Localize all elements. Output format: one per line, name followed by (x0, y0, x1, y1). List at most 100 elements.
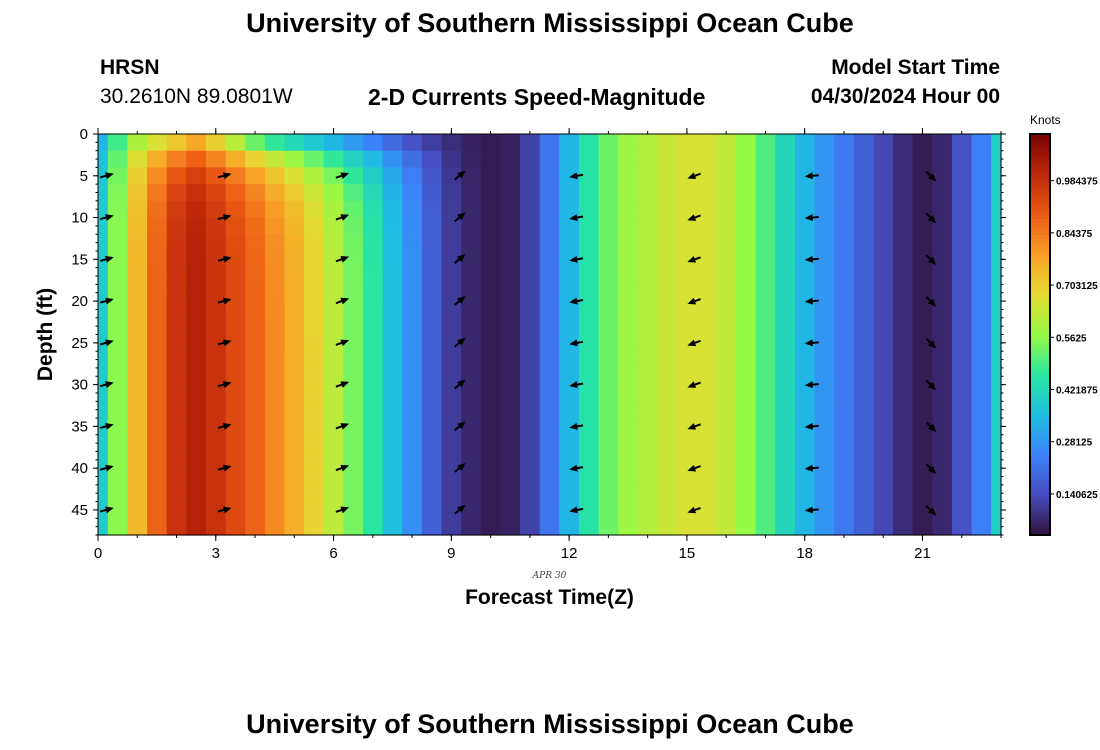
heatmap-cell (107, 217, 129, 235)
heatmap-cell (245, 250, 266, 269)
heatmap-cell (637, 317, 659, 336)
current-vector (217, 214, 232, 221)
heatmap-cell (912, 384, 933, 402)
heatmap-cell (991, 451, 1002, 469)
heatmap-cell (147, 418, 168, 436)
heatmap-cell (834, 501, 855, 519)
heatmap-cell (755, 167, 776, 185)
heatmap-cell (225, 234, 246, 252)
chart-subtitle: 2-D Currents Speed-Magnitude (368, 84, 706, 110)
current-vector (569, 172, 584, 180)
heatmap-cell (363, 250, 384, 269)
heatmap-cell (971, 451, 992, 469)
heatmap-cell (245, 518, 266, 536)
heatmap-cell (323, 200, 344, 219)
heatmap-cell (539, 484, 560, 503)
heatmap-cell (677, 468, 698, 486)
heatmap-cell (98, 200, 109, 219)
heatmap-cell (382, 384, 403, 402)
heatmap-cell (363, 418, 384, 436)
heatmap-cell (363, 367, 384, 386)
heatmap-cell (716, 250, 737, 269)
heatmap-cells (98, 134, 1002, 536)
current-vector (569, 255, 584, 263)
heatmap-cell (343, 217, 364, 235)
heatmap-cell (814, 184, 835, 202)
heatmap-cell (951, 351, 973, 369)
heatmap-cell (912, 484, 933, 503)
current-vector (804, 464, 819, 472)
heatmap-cell (559, 301, 580, 319)
heatmap-cell (618, 451, 639, 469)
heatmap-cell (304, 518, 325, 536)
heatmap-cell (186, 401, 207, 419)
heatmap-cell (618, 518, 639, 536)
heatmap-cell (873, 317, 894, 336)
heatmap-cell (245, 434, 266, 453)
heatmap-cell (873, 367, 894, 386)
heatmap-cell (598, 267, 619, 285)
heatmap-cell (147, 384, 168, 402)
heatmap-cell (755, 134, 776, 152)
heatmap-cell (735, 234, 757, 252)
heatmap-cell (598, 250, 619, 269)
heatmap-cell (205, 418, 227, 436)
heatmap-cell (304, 434, 325, 453)
colorbar-tick-label: 0.421875 (1056, 385, 1098, 396)
heatmap-cell (755, 418, 776, 436)
heatmap-cell (363, 451, 384, 469)
heatmap-cell (794, 167, 816, 185)
heatmap-cell (735, 384, 757, 402)
heatmap-cell (991, 200, 1002, 219)
heatmap-cell (618, 150, 639, 169)
heatmap-cell (363, 167, 384, 185)
heatmap-cell (264, 334, 286, 352)
heatmap-cell (441, 134, 462, 152)
heatmap-cell (991, 334, 1002, 352)
heatmap-cell (284, 451, 305, 469)
heatmap-cell (284, 301, 305, 319)
heatmap-cell (677, 301, 698, 319)
heatmap-cell (147, 134, 168, 152)
heatmap-cell (991, 501, 1002, 519)
heatmap-cell (637, 434, 659, 453)
heatmap-cell (382, 334, 403, 352)
heatmap-cell (873, 468, 894, 486)
heatmap-cell (598, 150, 619, 169)
heatmap-cell (363, 351, 384, 369)
heatmap-cell (578, 184, 600, 202)
heatmap-cell (98, 184, 109, 202)
heatmap-cell (539, 468, 560, 486)
heatmap-cell (98, 150, 109, 169)
heatmap-cell (480, 200, 502, 219)
heatmap-cell (657, 451, 678, 469)
heatmap-cell (520, 468, 541, 486)
heatmap-cell (245, 301, 266, 319)
heatmap-cell (598, 217, 619, 235)
current-vector (569, 464, 584, 472)
heatmap-cell (264, 451, 286, 469)
heatmap-cell (637, 468, 659, 486)
heatmap-cell (893, 384, 914, 402)
heatmap-cell (441, 200, 462, 219)
heatmap-cell (578, 334, 600, 352)
heatmap-cell (814, 468, 835, 486)
heatmap-cell (696, 468, 717, 486)
heatmap-cell (166, 301, 187, 319)
heatmap-cell (794, 267, 816, 285)
heatmap-cell (951, 217, 973, 235)
heatmap-cell (637, 401, 659, 419)
heatmap-cell (618, 200, 639, 219)
heatmap-cell (951, 234, 973, 252)
heatmap-cell (696, 317, 717, 336)
heatmap-cell (304, 301, 325, 319)
current-vector (217, 381, 232, 389)
heatmap-cell (755, 451, 776, 469)
heatmap-cell (893, 267, 914, 285)
heatmap-cell (441, 167, 462, 185)
heatmap-cell (578, 301, 600, 319)
heatmap-cell (480, 150, 502, 169)
heatmap-cell (578, 134, 600, 152)
heatmap-cell (853, 451, 875, 469)
heatmap-cell (971, 384, 992, 402)
